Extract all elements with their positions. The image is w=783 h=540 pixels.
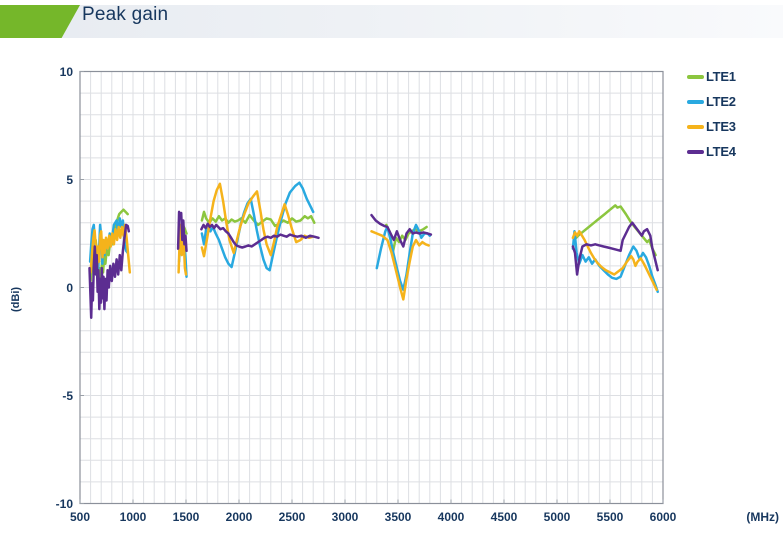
y-tick-label: 10 (59, 64, 73, 79)
series-line-lte2 (375, 223, 432, 291)
series-line-lte3 (200, 182, 315, 258)
x-tick-label: 500 (69, 509, 91, 524)
y-tick-label: -5 (62, 388, 73, 403)
x-tick-label: 3500 (384, 509, 412, 524)
legend-label: LTE3 (706, 119, 736, 134)
x-tick-label: 4500 (490, 509, 518, 524)
legend-swatch (687, 149, 704, 154)
x-tick-label: 1500 (172, 509, 200, 524)
series-line-lte4 (571, 221, 659, 276)
x-tick-label: 2000 (225, 509, 253, 524)
series-line-lte3 (177, 223, 188, 276)
header-bar (0, 5, 783, 38)
y-tick-label: 0 (66, 280, 73, 295)
legend-item-lte2: LTE2 (687, 89, 736, 114)
series-line-lte3 (571, 230, 658, 291)
x-tick-label: 1000 (119, 509, 147, 524)
series-line-lte3 (370, 230, 430, 301)
series-line-lte2 (571, 230, 659, 294)
y-tick-label: 5 (66, 172, 73, 187)
x-tick-label: 3000 (331, 509, 359, 524)
legend-swatch (687, 74, 704, 79)
x-tick-label: 2500 (278, 509, 306, 524)
x-tick-label: 5500 (596, 509, 624, 524)
legend-item-lte3: LTE3 (687, 114, 736, 139)
series-line-lte4 (176, 210, 188, 253)
legend-label: LTE1 (706, 69, 736, 84)
series-line-lte4 (88, 223, 131, 319)
legend-label: LTE2 (706, 94, 736, 109)
legend: LTE1 LTE2 LTE3 LTE4 (687, 64, 736, 164)
y-tick-label: -10 (55, 496, 73, 511)
y-axis-title: (dBi) (10, 286, 22, 312)
x-tick-label: 4000 (437, 509, 465, 524)
legend-swatch (687, 99, 704, 104)
x-tick-label: 6000 (649, 509, 677, 524)
legend-swatch (687, 124, 704, 129)
series-line-lte4 (370, 213, 433, 248)
legend-label: LTE4 (706, 144, 736, 159)
series-line-lte1 (200, 210, 316, 228)
x-tick-label: 5000 (543, 509, 571, 524)
legend-item-lte1: LTE1 (687, 64, 736, 89)
series-line-lte1 (572, 204, 657, 257)
x-axis-title: (MHz) (746, 510, 779, 524)
page-title: Peak gain (82, 4, 169, 25)
series-line-lte4 (200, 222, 320, 249)
legend-item-lte4: LTE4 (687, 139, 736, 164)
